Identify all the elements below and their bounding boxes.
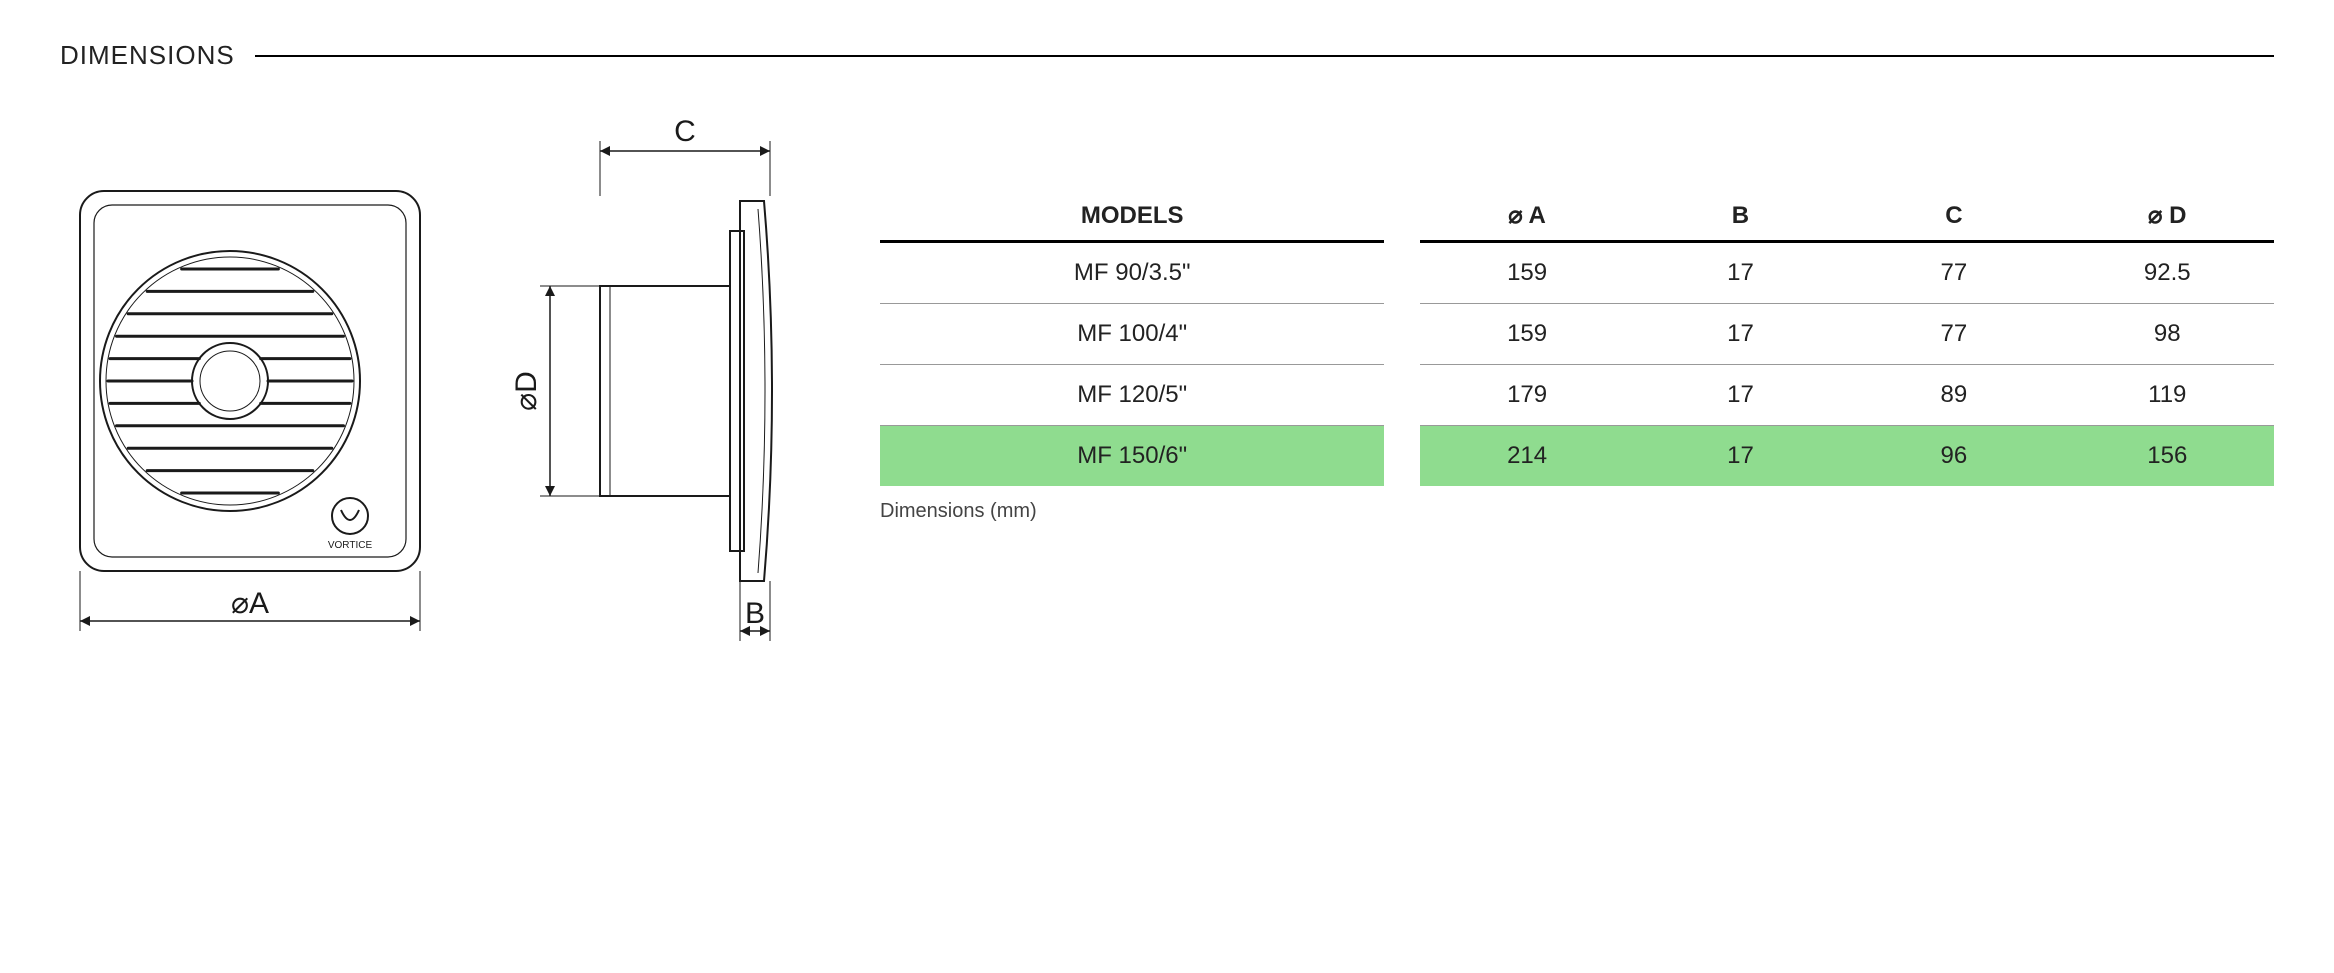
- dimensions-table: MODELS⌀ ABC⌀ DMF 90/3.5"159177792.5MF 10…: [880, 191, 2274, 486]
- svg-text:VORTICE: VORTICE: [328, 540, 373, 551]
- table-cell: 159: [1420, 304, 1633, 365]
- table-cell: 96: [1847, 426, 2060, 487]
- side-view-drawing: C ⌀D B: [480, 111, 820, 671]
- col-header: C: [1847, 191, 2060, 242]
- table-cell: 89: [1847, 365, 2060, 426]
- table-cell: 77: [1847, 304, 2060, 365]
- table-cell: MF 150/6": [880, 426, 1384, 487]
- table-row: MF 100/4" 159177798: [880, 304, 2274, 365]
- front-view-drawing: VORTICE ⌀A: [60, 151, 440, 671]
- col-header: ⌀ D: [2061, 191, 2274, 242]
- table-cell: MF 90/3.5": [880, 242, 1384, 304]
- svg-text:B: B: [745, 597, 765, 630]
- table-cell: 92.5: [2061, 242, 2274, 304]
- svg-text:⌀D: ⌀D: [510, 371, 543, 411]
- section-header: DIMENSIONS: [60, 40, 2274, 71]
- table-row: MF 90/3.5" 159177792.5: [880, 242, 2274, 304]
- table-cell: 156: [2061, 426, 2274, 487]
- table-cell: 17: [1634, 426, 1847, 487]
- section-title: DIMENSIONS: [60, 40, 235, 71]
- col-header: MODELS: [880, 191, 1384, 242]
- header-rule: [255, 55, 2274, 57]
- table-cell: 98: [2061, 304, 2274, 365]
- table-cell: MF 120/5": [880, 365, 1384, 426]
- table-row: MF 120/5" 1791789119: [880, 365, 2274, 426]
- technical-drawings: VORTICE ⌀A C ⌀D B: [60, 111, 820, 671]
- col-header: ⌀ A: [1420, 191, 1633, 242]
- table-cell: 119: [2061, 365, 2274, 426]
- table-caption: Dimensions (mm): [880, 500, 2274, 523]
- table-cell: 159: [1420, 242, 1633, 304]
- table-cell: 17: [1634, 365, 1847, 426]
- table-cell: MF 100/4": [880, 304, 1384, 365]
- table-cell: 179: [1420, 365, 1633, 426]
- svg-text:⌀A: ⌀A: [231, 587, 269, 620]
- table-row: MF 150/6" 2141796156: [880, 426, 2274, 487]
- col-header: B: [1634, 191, 1847, 242]
- table-cell: 17: [1634, 242, 1847, 304]
- table-cell: 17: [1634, 304, 1847, 365]
- table-cell: 214: [1420, 426, 1633, 487]
- table-cell: 77: [1847, 242, 2060, 304]
- svg-text:C: C: [674, 115, 696, 148]
- dimensions-table-wrap: MODELS⌀ ABC⌀ DMF 90/3.5"159177792.5MF 10…: [880, 191, 2274, 523]
